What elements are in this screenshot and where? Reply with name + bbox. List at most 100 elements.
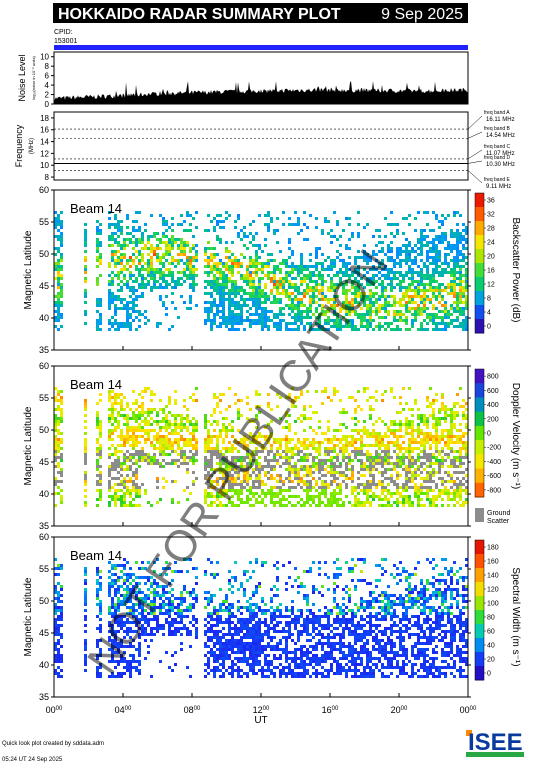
colorbar-segment [475,221,484,236]
colorbar-segment [475,468,484,484]
lat-tick-label: 45 [39,457,49,467]
lat-tick-label: 55 [39,564,49,574]
colorbar-tick-label: -800 [487,487,501,494]
colorbar-segment [475,305,484,320]
ut-tick-label: 1200 [253,705,270,715]
colorbar-segment [475,411,484,427]
heatmap-cells [54,558,468,678]
colorbar-frame [474,539,485,681]
colorbar-tick-label: 100 [487,601,499,608]
colorbar-segment [475,582,484,597]
freq-tick-label: 16 [40,126,49,135]
colorbar-tick-label: -200 [487,445,501,452]
colorbar-tick-label: -400 [487,459,501,466]
freq-band-name: freq band B [484,126,511,132]
noise-tick-label: 6 [45,72,50,81]
freq-band-pointer [467,131,483,139]
lat-tick-label: 50 [39,596,49,606]
colorbar-frame [474,192,485,334]
latitude-panel-1: 35 40 45 50 55 60 Magnetic Latitude Beam 14 0 4 8 1… [23,185,521,355]
noise-ylabel: Noise Level [17,54,27,101]
freq-band-name: freq band E [484,177,511,183]
noise-tick-label: 0 [45,100,50,109]
colorbar-segment [475,319,484,334]
freq-tick-label: 8 [45,173,50,182]
ut-tick-label: 0400 [115,705,132,715]
colorbar-segment [475,624,484,639]
ut-tick-hour: 08 [184,705,194,715]
colorbar-tick-label: 20 [487,254,495,261]
freq-tick-label: 18 [40,114,49,123]
colorbar-segment [475,482,484,498]
lat-tick-label: 55 [39,393,49,403]
ut-tick-hour: 12 [253,705,263,715]
ut-tick-hour: 16 [322,705,332,715]
colorbar-segment [475,554,484,569]
lat-tick-label: 35 [39,345,49,355]
freq-frame [53,111,469,181]
beam-label: Beam 14 [70,548,122,563]
title-bar [53,3,468,23]
plot-title: HOKKAIDO RADAR SUMMARY PLOT [58,6,341,23]
latitude-panel-3: 35 40 45 50 55 60 Magnetic Latitude Beam 14 0 20 4… [23,532,521,702]
ut-tick-minute: 00 [470,706,477,712]
beam-label: Beam 14 [70,201,122,216]
colorbar-tick-label: 0 [487,431,491,438]
colorbar-segment [475,249,484,264]
noise-tick-label: 8 [45,62,50,71]
colorbar-label: Backscatter Power (dB) [510,217,521,322]
colorbar-segment [475,263,484,278]
freq-band-value: 14.54 MHz [486,133,515,139]
footer-created: Quick look plot created by sddata.adm [2,741,104,747]
colorbar-tick-label: 32 [487,212,495,219]
freq-band-name: freq band C [484,144,511,150]
colorbar-segment [475,425,484,441]
lat-tick-label: 40 [39,660,49,670]
colorbar-tick-label: 36 [487,198,495,205]
ut-tick-hour: 00 [46,705,56,715]
lat-tick-label: 40 [39,313,49,323]
lat-tick-label: 55 [39,217,49,227]
ut-tick-minute: 00 [332,706,339,712]
freq-tick-label: 12 [40,149,49,158]
ylabel-magnetic-latitude: Magnetic Latitude [23,577,34,656]
colorbar-tick-label: 400 [487,402,499,409]
beam-label: Beam 14 [70,377,122,392]
ut-tick-label: 1600 [322,705,339,715]
cpid-value: 153001 [54,38,77,45]
colorbar-tick-label: 140 [487,573,499,580]
colorbar-segment [475,568,484,583]
colorbar-tick-label: -600 [487,473,501,480]
noise-panel: Noise Level log₁₀(noise in 10⁻⁶ units) 0… [17,51,469,109]
ut-tick-hour: 04 [115,705,125,715]
ylabel-magnetic-latitude: Magnetic Latitude [23,230,34,309]
ut-tick-minute: 00 [125,706,132,712]
cpid-label: CPID: [54,29,73,36]
freq-band-pointer [467,149,483,160]
colorbar-segment [475,454,484,470]
colorbar-tick-label: 180 [487,545,499,552]
colorbar-tick-label: 4 [487,310,491,317]
colorbar-tick-label: 24 [487,240,495,247]
scatter-label: Scatter [487,518,510,525]
colorbar-segment [475,277,484,292]
lat-tick-label: 60 [39,361,49,371]
colorbar-tick-label: 120 [487,587,499,594]
colorbar-tick-label: 800 [487,374,499,381]
colorbar-tick-label: 16 [487,268,495,275]
ut-tick-hour: 00 [460,705,470,715]
ut-tick-hour: 20 [391,705,401,715]
freq-ylabel-sub: (MHz) [29,138,35,154]
colorbar-tick-label: 20 [487,657,495,664]
ylabel-magnetic-latitude: Magnetic Latitude [23,406,34,485]
colorbar-segment [475,397,484,413]
colorbar-segment [475,369,484,384]
colorbar-tick-label: 60 [487,629,495,636]
ut-tick-label: 0000 [460,705,477,715]
freq-band-value: 11.07 MHz [486,151,515,157]
freq-band-pointer [467,115,483,130]
colorbar-segment [475,193,484,208]
colorbar-segment [475,610,484,625]
noise-ylabel-sub: log₁₀(noise in 10⁻⁶ units) [31,55,36,99]
